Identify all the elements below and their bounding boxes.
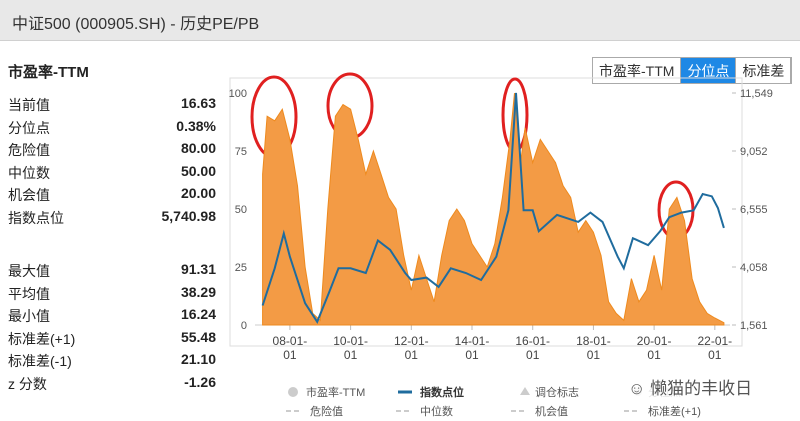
legend-label: 调仓标志 (535, 385, 579, 399)
header: 中证500 (000905.SH) - 历史PE/PB (0, 0, 800, 41)
legend-label: 中位数 (420, 404, 453, 418)
stat-label: 标准差(-1) (8, 353, 72, 370)
y2-tick-label: 9,052 (740, 146, 768, 158)
stat-value: 16.24 (180, 306, 216, 323)
watermark: ☺ 懒猫的丰收日 (624, 372, 757, 401)
stat-label: 分位点 (8, 119, 50, 136)
tab[interactable]: 标准差 (736, 58, 792, 83)
x-tick-label: 22-01-01 (697, 334, 733, 362)
stat-row: 标准差(+1) 55.48 (8, 329, 216, 349)
x-tick-label: 18-01-01 (576, 334, 611, 362)
watermark-text: 懒猫的丰收日 (650, 379, 753, 398)
y2-tick-label: 1,561 (740, 320, 768, 332)
stat-label: z 分数 (8, 376, 47, 392)
legend-label: 危险值 (310, 404, 343, 418)
stat-row: 当前值 16.63 (8, 95, 216, 115)
stat-value: 50.00 (180, 162, 216, 179)
panel-title: 市盈率-TTM (8, 64, 89, 81)
x-tick-label: 20-01-01 (636, 334, 672, 362)
stat-label: 平均值 (8, 285, 50, 302)
stat-value: 80.00 (180, 140, 216, 157)
stat-value: 16.63 (180, 95, 216, 111)
stat-label: 中位数 (8, 164, 50, 181)
stat-row: 最大值 91.31 (8, 261, 216, 281)
y2-tick-label: 6,555 (740, 204, 768, 216)
stat-row: 机会值 20.00 (8, 185, 216, 205)
stat-value: 21.10 (180, 351, 216, 368)
y-tick-label: 25 (235, 262, 247, 274)
stat-row: 指数点位 5,740.98 (8, 208, 216, 228)
x-tick-label: 10-01-01 (333, 334, 368, 362)
stat-value: 20.00 (180, 185, 216, 202)
tab[interactable]: 市盈率-TTM (593, 58, 682, 83)
y2-tick-label: 4,058 (740, 262, 768, 274)
header-title: 中证500 (000905.SH) - 历史PE/PB (12, 16, 260, 33)
stat-row: 标准差(-1) 21.10 (8, 351, 216, 371)
y-tick-label: 75 (235, 146, 247, 158)
stat-label: 危险值 (8, 142, 50, 159)
stat-value: 0.38% (176, 117, 216, 134)
area (262, 92, 725, 326)
legend-symbol (288, 387, 298, 397)
y-tick-label: 100 (229, 88, 247, 100)
stat-value: 91.31 (180, 261, 216, 277)
stat-row: z 分数 -1.26 (8, 374, 216, 394)
chart-frame (229, 77, 743, 347)
x-tick-label: 12-01-01 (393, 334, 429, 362)
stat-label: 最小值 (8, 308, 50, 325)
stat-label: 当前值 (8, 97, 50, 113)
stat-row: 危险值 80.00 (8, 140, 216, 160)
y2-tick-label: 11,549 (740, 88, 773, 100)
x-tick-label: 16-01-01 (515, 334, 551, 362)
x-tick-label: 08-01-01 (272, 334, 308, 362)
stat-row: 中位数 50.00 (8, 163, 216, 183)
stat-label: 机会值 (8, 187, 50, 204)
x-tick-label: 14-01-01 (454, 334, 490, 362)
stat-label: 标准差(+1) (8, 330, 76, 347)
legend-label: 市盈率-TTM (306, 385, 365, 399)
tabs: 市盈率-TTM 分位点 标准差 (592, 57, 793, 84)
legend-label: 指数点位 (420, 385, 464, 399)
stat-row: 分位点 0.38% (8, 118, 216, 138)
stat-value: 38.29 (180, 283, 216, 300)
stat-label: 指数点位 (8, 210, 64, 226)
stat-value: -1.26 (184, 374, 216, 390)
stat-row: 最小值 16.24 (8, 306, 216, 326)
tab[interactable]: 分位点 (681, 58, 737, 83)
legend-symbol (520, 387, 530, 395)
stat-label: 最大值 (8, 263, 50, 279)
stat-row: 平均值 38.29 (8, 284, 216, 304)
legend-label: 标准差(+1) (648, 404, 701, 418)
stat-value: 5,740.98 (161, 208, 217, 224)
line (261, 92, 725, 324)
legend-label: 机会值 (535, 404, 568, 418)
stat-value: 55.48 (180, 328, 216, 345)
y-tick-label: 0 (241, 320, 247, 332)
y-tick-label: 50 (235, 204, 247, 216)
